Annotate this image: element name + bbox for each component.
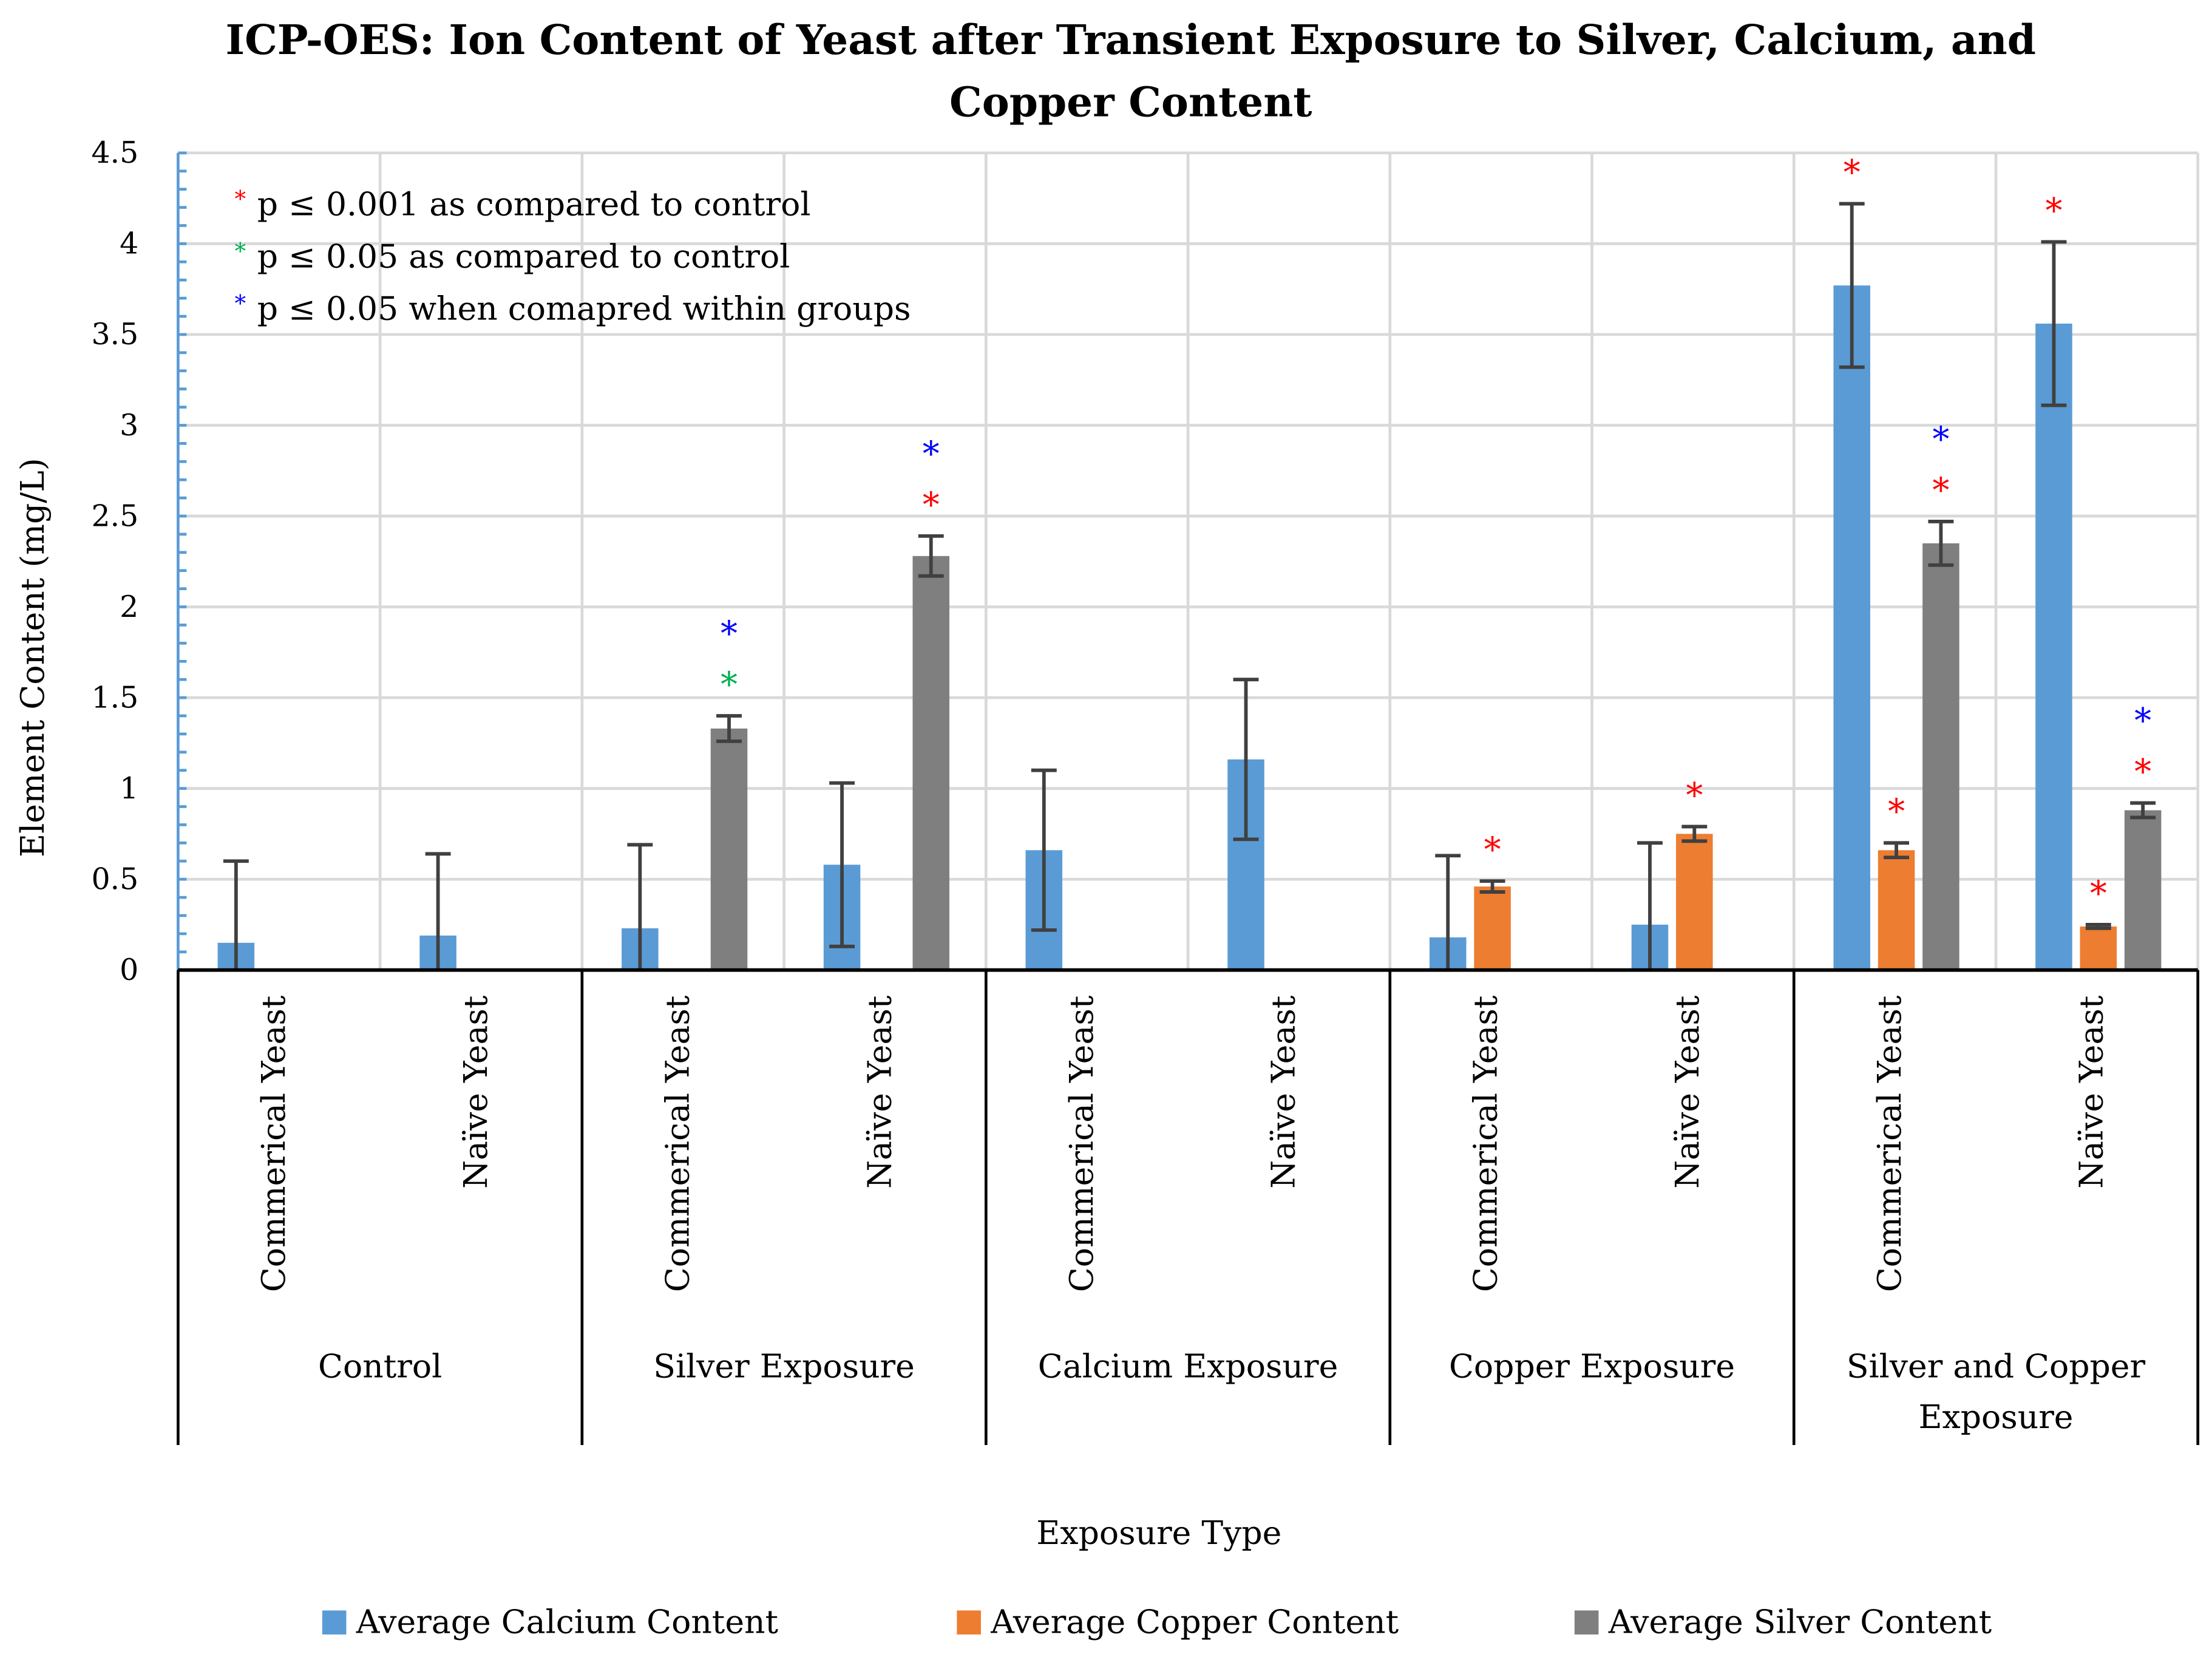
y-tick-label: 1.5 (91, 680, 138, 715)
subcategory-label: Commerical Yeast (1870, 995, 1908, 1292)
bar-1 (2080, 926, 2117, 970)
significance-asterisk: * (2045, 191, 2062, 231)
significance-asterisk: * (721, 614, 738, 654)
y-tick-label: 2.5 (91, 498, 138, 533)
bar-1 (1474, 886, 1511, 970)
y-tick-label: 2 (120, 590, 138, 624)
y-tick-label: 3.5 (91, 317, 138, 352)
legend-swatch (957, 1610, 981, 1635)
y-tick-label: 1 (120, 771, 138, 806)
significance-asterisk: * (923, 434, 940, 474)
legend-swatch (1574, 1610, 1599, 1635)
subcategory-label: Commerical Yeast (254, 995, 293, 1292)
bar-2 (1922, 543, 1959, 970)
legend-label: Average Silver Content (1608, 1603, 1992, 1641)
significance-asterisk: * (923, 485, 940, 525)
significance-legend-asterisk: * (235, 290, 246, 317)
significance-asterisk: * (1932, 420, 1949, 460)
bar-2 (912, 556, 950, 970)
subcategory-label: Commerical Yeast (1466, 995, 1504, 1292)
bar-0 (2035, 323, 2072, 970)
legend-swatch (322, 1610, 347, 1635)
significance-asterisk: * (1844, 153, 1861, 192)
significance-asterisk: * (1888, 792, 1905, 832)
subcategory-label: Commerical Yeast (659, 995, 697, 1292)
bar-2 (2124, 810, 2162, 970)
subcategory-label: Naïve Yeast (456, 995, 495, 1189)
y-tick-label: 0 (120, 953, 138, 987)
chart-title-line2: Copper Content (949, 78, 1312, 126)
subcategory-label: Naïve Yeast (860, 995, 898, 1189)
bar-1 (1878, 850, 1915, 970)
y-tick-label: 0.5 (91, 862, 138, 896)
significance-legend-text: p ≤ 0.001 as compared to control (257, 185, 811, 223)
bar-2 (710, 728, 748, 970)
significance-asterisk: * (1932, 471, 1949, 510)
x-axis-label: Exposure Type (1036, 1514, 1281, 1552)
subcategory-label: Commerical Yeast (1062, 995, 1101, 1292)
y-tick-label: 4.5 (91, 135, 138, 170)
y-axis-label: Element Content (mg/L) (13, 458, 52, 857)
y-tick-label: 3 (120, 408, 138, 443)
subcategory-label: Naïve Yeast (1264, 995, 1303, 1189)
significance-asterisk: * (721, 665, 738, 704)
subcategory-label: Naïve Yeast (1668, 995, 1706, 1189)
group-label: Control (318, 1347, 442, 1385)
group-label: Copper Exposure (1449, 1347, 1735, 1385)
significance-legend-asterisk: * (235, 185, 246, 212)
bar-1 (1676, 834, 1713, 970)
significance-asterisk: * (2134, 701, 2151, 741)
significance-asterisk: * (2134, 752, 2151, 792)
chart-title: ICP-OES: Ion Content of Yeast after Tran… (225, 16, 2036, 64)
significance-legend-asterisk: * (235, 237, 246, 264)
group-label: Calcium Exposure (1038, 1347, 1338, 1385)
group-label: Silver Exposure (653, 1347, 915, 1385)
group-label-line2: Exposure (1918, 1398, 2073, 1436)
significance-legend-text: p ≤ 0.05 when comapred within groups (257, 290, 911, 328)
y-tick-label: 4 (120, 226, 138, 261)
subcategory-label: Naïve Yeast (2072, 995, 2111, 1189)
significance-legend-text: p ≤ 0.05 as compared to control (257, 237, 790, 275)
group-label: Silver and Copper (1847, 1347, 2146, 1385)
legend-label: Average Copper Content (990, 1603, 1399, 1641)
significance-asterisk: * (1686, 776, 1703, 815)
significance-asterisk: * (1484, 831, 1501, 870)
legend-label: Average Calcium Content (356, 1603, 779, 1641)
significance-asterisk: * (2090, 874, 2107, 913)
bar-0 (1833, 285, 1870, 970)
